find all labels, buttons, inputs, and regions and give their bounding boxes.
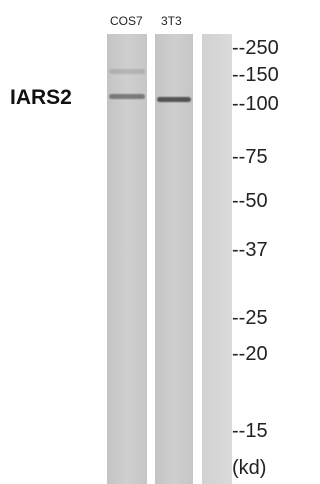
- marker-label: --15: [232, 421, 268, 441]
- protein-label: IARS2: [10, 86, 72, 110]
- marker-label: --75: [232, 147, 268, 167]
- lane: [202, 34, 232, 484]
- lane: [107, 34, 147, 484]
- lane: [155, 34, 193, 484]
- western-blot: COS7 3T3 IARS2 --250 --150 --100 --75 --50 --…: [0, 0, 312, 484]
- marker-label: --37: [232, 240, 268, 260]
- band: [109, 94, 145, 99]
- marker-label: --25: [232, 308, 268, 328]
- lane-label: 3T3: [161, 14, 182, 28]
- band: [109, 69, 145, 74]
- lane-label: COS7: [110, 14, 143, 28]
- marker-label: --250: [232, 38, 279, 58]
- marker-label: --150: [232, 65, 279, 85]
- marker-label: --20: [232, 344, 268, 364]
- marker-label: --50: [232, 191, 268, 211]
- marker-label: (kd): [232, 458, 266, 478]
- band: [157, 97, 191, 102]
- marker-label: --100: [232, 94, 279, 114]
